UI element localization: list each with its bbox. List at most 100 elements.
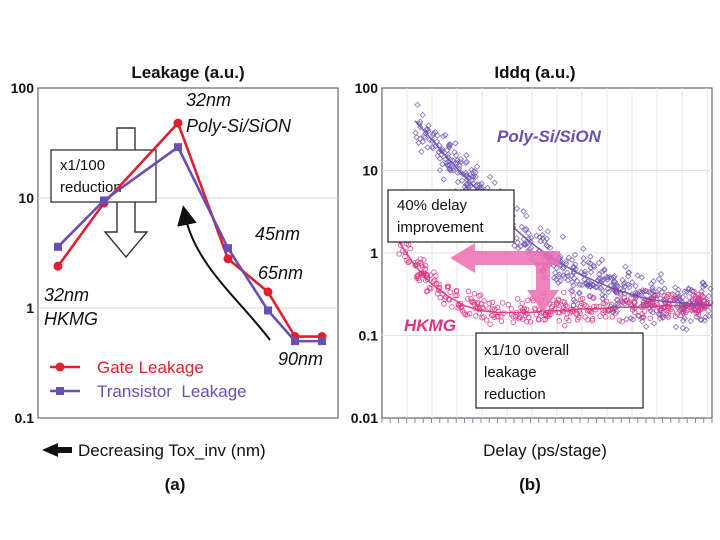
poly-si-sion-point [580,260,587,267]
poly-si-sion-point [598,286,606,294]
poly-si-sion-point [642,323,650,330]
poly-si-sion-point [658,278,665,285]
poly-si-sion-point [604,276,611,283]
transistor-leakage-point [318,337,326,346]
hkmg-point [481,298,487,304]
hkmg-point [412,262,419,269]
poly-si-sion-point [638,318,646,325]
hkmg-point [574,311,581,317]
hkmg-point [621,294,628,301]
hkmg-point [605,308,612,314]
poly-si-sion-point [634,272,641,279]
legend-gate-marker [55,362,65,372]
poly-si-sion-point [705,312,713,320]
hkmg-point [422,262,429,269]
panel-b-x-minor-ticks [381,418,713,423]
poly-si-sion-point [584,278,592,285]
poly-si-sion-point [585,259,592,266]
poly-si-sion-point [614,300,621,307]
poly-si-sion-point [590,263,598,271]
poly-si-sion-point [417,123,424,131]
poly-si-sion-point [444,151,452,158]
poly-si-sion-point [571,251,579,259]
poly-si-sion-point [625,281,632,288]
hkmg-point [597,313,603,319]
poly-si-sion-point [679,324,687,332]
leakage-box-line3: reduction [484,386,546,403]
hkmg-point [414,273,420,280]
poly-si-sion-point [681,288,688,295]
panel-b-xlabel: Delay (ps/stage) [483,441,607,460]
poly-si-sion-point [440,176,447,183]
poly-si-sion-point [576,281,584,289]
hkmg-point [698,292,705,298]
label-32nm-poly: 32nm [186,90,231,110]
hkmg-point [459,308,466,314]
poly-si-sion-point [555,279,562,286]
poly-si-sion-point [593,283,601,291]
hkmg-point [700,293,706,299]
hkmg-point [705,307,711,314]
hkmg-point [521,305,527,312]
poly-si-sion-point [447,167,454,174]
poly-si-sion-point [580,245,587,253]
panel-a-series [53,118,327,346]
hkmg-point [686,294,692,300]
hkmg-point [421,257,427,263]
hkmg-point [589,316,596,322]
poly-si-sion-point [425,122,432,129]
hkmg-point [626,299,632,305]
poly-si-sion-point [595,275,603,282]
hkmg-point [602,314,609,320]
poly-si-sion-point [564,277,572,284]
poly-si-sion-point [515,244,522,252]
poly-si-sion-point [613,297,621,304]
poly-si-sion-point [523,212,530,220]
panel-a: Leakage (a.u.) 100 10 1 0.1 x1/100 reductio… [11,63,339,494]
hkmg-point [472,313,479,319]
poly-si-sion-point [544,228,551,235]
poly-si-sion-point [576,290,583,297]
poly-si-sion-point [605,288,612,296]
panel-b: Iddq (a.u.) 100 10 1 0.1 0.01 Poly-Si/SiON H… [351,63,714,494]
poly-si-sion-point [454,178,462,186]
hkmg-point [643,288,650,295]
hkmg-point [494,304,501,311]
poly-si-sion-point [656,315,664,322]
label-poly-si-sion: Poly-Si/SiON [186,116,292,136]
poly-si-sion-point [628,279,636,286]
reduction-box-line1: x1/100 [60,157,105,174]
panel-b-y-tick-label: 0.01 [351,410,378,426]
panel-a-legend: Gate Leakage Transistor Leakage [50,358,247,401]
hkmg-point [570,302,577,309]
legend-transistor-marker [56,387,64,395]
transistor-leakage-point [100,196,108,205]
hkmg-point [693,310,699,317]
poly-si-sion-point [463,152,470,159]
hkmg-point [566,317,572,324]
hkmg-point [474,301,481,307]
poly-si-sion-point [672,284,679,291]
hkmg-point [527,319,534,325]
poly-si-sion-point [553,264,560,272]
hkmg-point [441,301,447,307]
poly-si-sion-point [556,271,563,278]
hkmg-point [677,312,683,319]
hkmg-point [415,259,421,265]
hkmg-point [555,296,562,302]
panel-b-trendlines [397,120,713,314]
poly-si-sion-point [419,111,426,119]
poly-si-sion-point [457,169,464,176]
hkmg-point [476,293,482,299]
poly-si-sion-point [581,268,589,275]
poly-si-sion-point [518,223,526,231]
poly-si-sion-point [655,286,663,293]
poly-si-sion-point [457,155,465,163]
panel-b-label: (b) [519,475,541,494]
poly-si-sion-point [421,134,429,141]
hkmg-point [578,300,585,306]
poly-si-sion-point [452,152,460,159]
hkmg-point [546,312,552,319]
poly-si-sion-point [672,323,680,331]
poly-si-sion-point [552,269,559,276]
